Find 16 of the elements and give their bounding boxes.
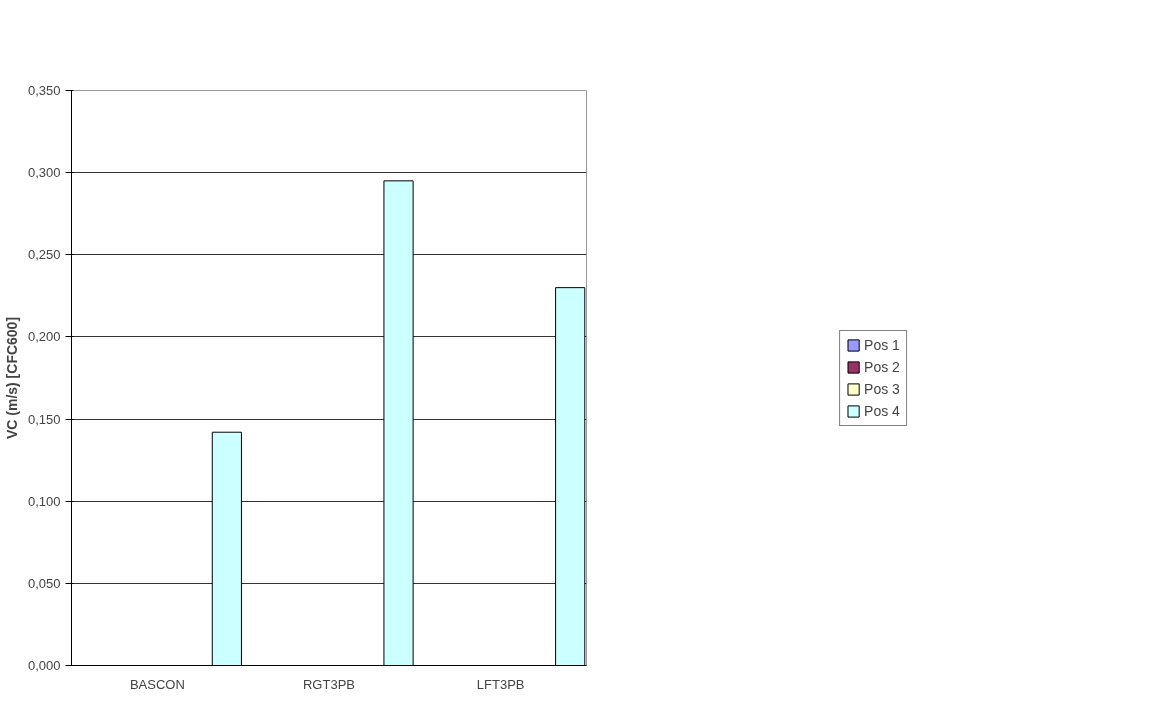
legend-label: Pos 1 [864,336,900,353]
y-tick-label: 0,350 [27,83,61,98]
x-tick-label: RGT3PB [302,676,356,692]
x-tick-label: LFT3PB [476,676,525,692]
y-tick-label: 0,000 [27,658,61,673]
legend-label: Pos 4 [864,402,900,419]
y-tick-label: 0,200 [27,329,61,345]
x-tick-label: BASCON [129,676,185,692]
legend-label: Pos 3 [864,380,900,397]
y-tick-label: 0,150 [27,411,61,427]
y-axis-title: VC (m/s) [CFC600] [3,316,20,440]
legend-label: Pos 2 [864,358,900,375]
y-tick-label: 0,050 [27,575,61,591]
y-tick-label: 0,100 [27,493,61,509]
y-tick-label: 0,250 [27,247,61,263]
y-tick-label: 0,300 [27,165,61,181]
